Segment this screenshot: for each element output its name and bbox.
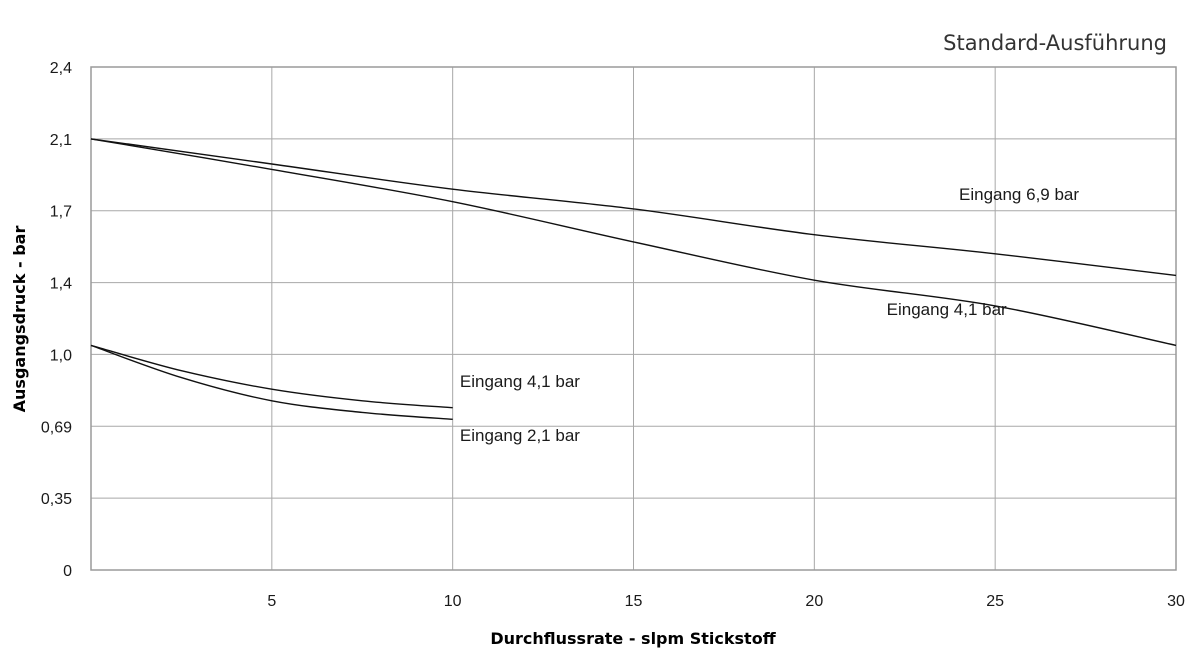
plot-frame xyxy=(90,66,1177,571)
series-line-0 xyxy=(90,138,1177,277)
y-tick-label: 1,7 xyxy=(50,204,72,221)
y-axis-title: Ausgangsdruck - bar xyxy=(10,226,29,413)
y-tick-label: 0 xyxy=(63,563,72,580)
x-axis-title: Durchflussrate - slpm Stickstoff xyxy=(490,629,776,648)
x-tick-label: 25 xyxy=(986,593,1004,610)
series-line-2 xyxy=(90,344,453,409)
y-tick-label: 0,35 xyxy=(41,491,72,508)
x-tick-label: 20 xyxy=(805,593,823,610)
y-axis-ticks: 0 0,35 0,69 1,0 1,4 1,7 2,1 2,4 xyxy=(41,60,72,580)
series-labels: Eingang 6,9 bar Eingang 4,1 bar Eingang 4,… xyxy=(460,185,1079,445)
series-label-2: Eingang 4,1 bar xyxy=(460,372,580,391)
series-line-3 xyxy=(90,344,453,420)
series-label-1: Eingang 4,1 bar xyxy=(887,300,1007,319)
x-axis-ticks: 5 10 15 20 25 30 xyxy=(267,593,1185,610)
x-tick-label: 5 xyxy=(267,593,276,610)
series-label-0: Eingang 6,9 bar xyxy=(959,185,1079,204)
y-tick-label: 1,4 xyxy=(50,276,72,293)
grid-lines xyxy=(91,67,1176,570)
series-group xyxy=(90,138,1177,420)
x-tick-label: 15 xyxy=(625,593,643,610)
x-tick-label: 30 xyxy=(1167,593,1185,610)
x-tick-label: 10 xyxy=(444,593,462,610)
series-line-1 xyxy=(90,138,1177,347)
y-tick-label: 2,4 xyxy=(50,60,72,77)
y-tick-label: 2,1 xyxy=(50,132,72,149)
series-label-3: Eingang 2,1 bar xyxy=(460,426,580,445)
y-tick-label: 1,0 xyxy=(50,347,72,364)
y-tick-label: 0,69 xyxy=(41,419,72,436)
chart-subtitle: Standard-Ausführung xyxy=(943,31,1167,55)
